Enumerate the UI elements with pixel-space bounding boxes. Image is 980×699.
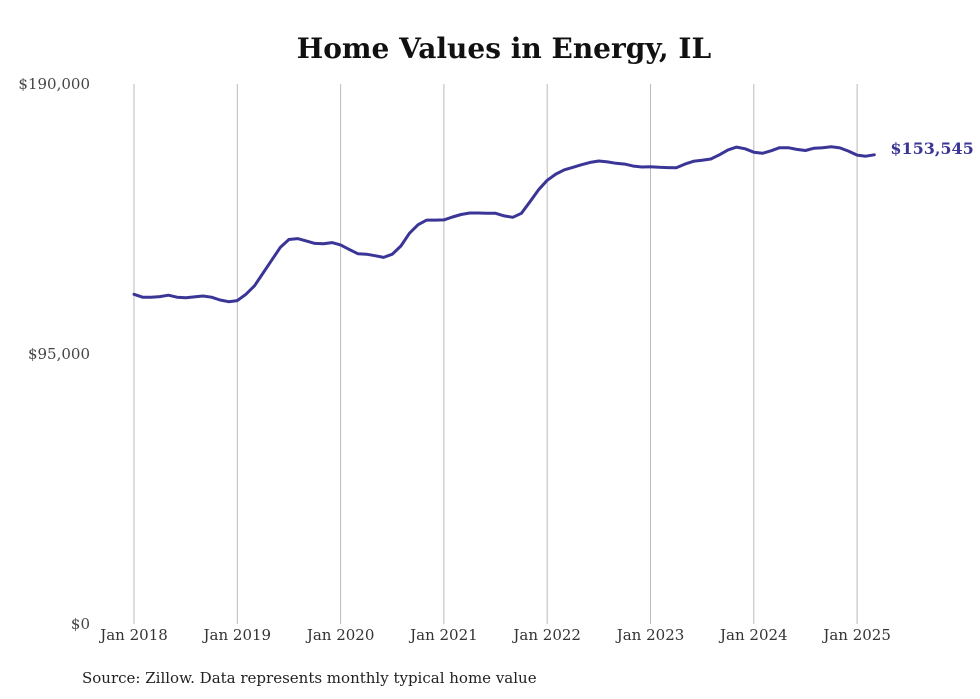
home-value-series-line	[132, 145, 876, 304]
y-tick-label: $0	[71, 615, 90, 633]
x-tick-label: Jan 2019	[202, 626, 272, 644]
y-tick-label: $95,000	[28, 345, 90, 363]
x-tick-label: Jan 2025	[821, 626, 891, 644]
chart-title: Home Values in Energy, IL	[297, 32, 712, 65]
latest-value-label: $153,545	[890, 139, 974, 158]
x-tick-label: Jan 2018	[98, 626, 168, 644]
y-tick-label: $190,000	[18, 75, 90, 93]
x-tick-label: Jan 2021	[408, 626, 478, 644]
x-tick-label: Jan 2024	[718, 626, 788, 644]
x-tick-label: Jan 2020	[305, 626, 375, 644]
x-tick-label: Jan 2022	[511, 626, 581, 644]
y-axis-ticks: $0 $95,000 $190,000	[18, 75, 90, 633]
source-note: Source: Zillow. Data represents monthly …	[82, 669, 537, 687]
vertical-gridlines	[133, 84, 858, 624]
x-tick-label: Jan 2023	[615, 626, 685, 644]
x-axis-ticks: Jan 2018 Jan 2019 Jan 2020 Jan 2021 Jan 2022…	[98, 626, 891, 644]
